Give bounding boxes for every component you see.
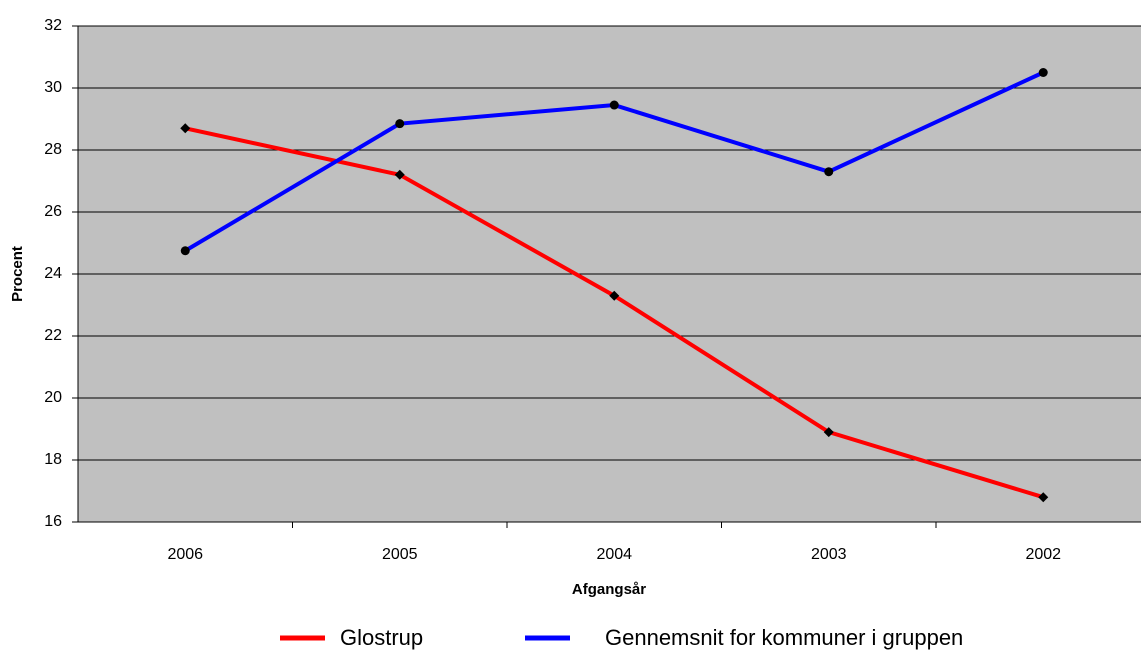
y-tick-label: 28 bbox=[44, 141, 62, 158]
marker bbox=[180, 123, 191, 134]
marker bbox=[609, 290, 620, 301]
marker bbox=[823, 427, 834, 438]
x-tick-label: 2006 bbox=[167, 546, 203, 563]
y-tick-label: 20 bbox=[44, 389, 62, 406]
legend-label: Gennemsnit for kommuner i gruppen bbox=[605, 625, 963, 650]
legend-label: Glostrup bbox=[340, 625, 423, 650]
y-tick-label: 22 bbox=[44, 327, 62, 344]
marker bbox=[180, 246, 190, 256]
x-tick-label: 2005 bbox=[382, 546, 418, 563]
x-tick-label: 2003 bbox=[811, 546, 847, 563]
marker bbox=[824, 167, 834, 177]
marker bbox=[394, 169, 405, 180]
y-axis-label: Procent bbox=[9, 246, 26, 302]
y-tick-label: 26 bbox=[44, 203, 62, 220]
y-tick-label: 18 bbox=[44, 451, 62, 468]
y-tick-label: 32 bbox=[44, 17, 62, 34]
x-tick-label: 2002 bbox=[1025, 546, 1061, 563]
x-tick-label: 2004 bbox=[596, 546, 632, 563]
marker bbox=[609, 100, 619, 110]
x-axis-label: Afgangsår bbox=[572, 581, 646, 598]
marker bbox=[395, 119, 405, 129]
marker bbox=[1038, 68, 1048, 77]
marker bbox=[1038, 492, 1049, 503]
y-tick-label: 16 bbox=[44, 513, 62, 530]
y-tick-label: 30 bbox=[44, 79, 62, 96]
y-tick-label: 24 bbox=[44, 265, 62, 282]
